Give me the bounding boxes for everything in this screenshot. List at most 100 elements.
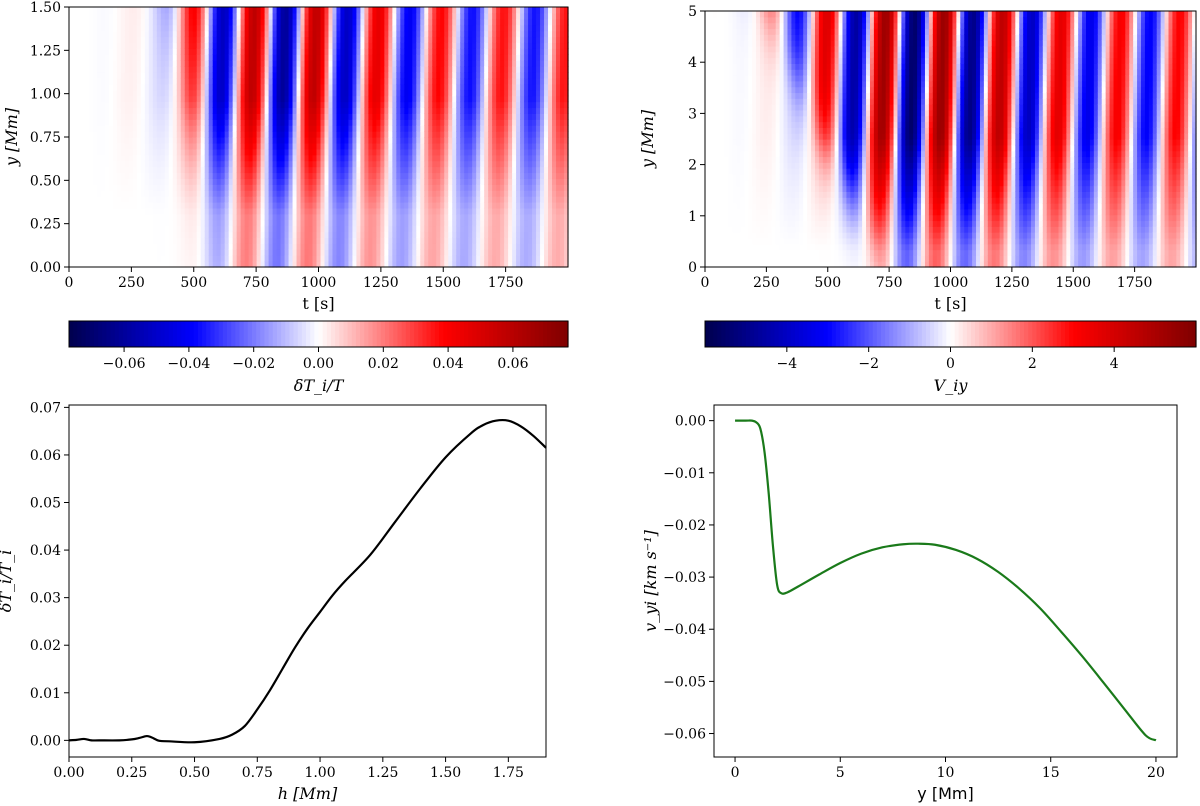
temperature-perturbation-map-cell	[428, 66, 433, 73]
temperature-perturbation-map-cell	[328, 119, 334, 126]
temperature-perturbation-map-cell	[268, 219, 274, 227]
temperature-perturbation-map-cell	[480, 255, 485, 262]
temperature-perturbation-map-cell	[192, 237, 198, 244]
temperature-perturbation-map-cell	[460, 95, 465, 103]
temperature-perturbation-map-cell	[208, 142, 214, 150]
temperature-perturbation-map-cell	[280, 172, 286, 179]
temperature-perturbation-map-cell	[456, 36, 461, 44]
temperature-perturbation-map-cell	[288, 54, 294, 61]
temperature-perturbation-map-cell	[336, 202, 342, 209]
temperature-perturbation-map-cell	[260, 237, 266, 244]
temperature-perturbation-map-cell	[424, 172, 429, 179]
temperature-perturbation-map-cell	[136, 101, 142, 109]
temperature-perturbation-map-cell	[316, 42, 322, 49]
temperature-perturbation-map-cell	[396, 190, 401, 197]
temperature-perturbation-map-cell	[316, 178, 322, 185]
temperature-perturbation-map-cell	[260, 196, 266, 203]
temperature-perturbation-map-cell	[80, 166, 86, 174]
temperature-perturbation-map-cell	[80, 125, 86, 132]
temperature-perturbation-map-cell	[288, 30, 294, 38]
temperature-perturbation-map-cell	[328, 190, 334, 197]
temperature-perturbation-map-cell	[320, 202, 326, 209]
temperature-perturbation-map-cell	[488, 196, 493, 203]
temperature-perturbation-map-cell	[112, 12, 118, 20]
temperature-perturbation-map-cell	[116, 30, 122, 38]
temperature-perturbation-map-cell	[168, 7, 174, 14]
temperature-perturbation-map-cell	[180, 142, 186, 150]
temperature-perturbation-map-cell	[460, 160, 465, 168]
temperature-perturbation-map-cell	[156, 255, 162, 262]
temperature-perturbation-map-cell	[348, 119, 354, 126]
temperature-perturbation-map-cell	[160, 160, 166, 168]
temperature-perturbation-map-cell	[212, 184, 218, 191]
temperature-perturbation-map-cell	[416, 89, 421, 97]
temperature-perturbation-map-cell	[160, 207, 166, 215]
temperature-perturbation-map-cell	[104, 261, 110, 268]
temperature-perturbation-map-cell	[220, 196, 226, 203]
temperature-perturbation-map-cell	[516, 184, 521, 191]
temperature-perturbation-map-cell	[160, 142, 166, 150]
temperature-perturbation-map-cell	[332, 30, 338, 38]
temperature-perturbation-map-cell	[200, 113, 206, 120]
temperature-perturbation-map-cell	[116, 178, 122, 185]
temperature-perturbation-map-cell	[84, 30, 90, 38]
temperature-perturbation-map-cell	[436, 137, 441, 144]
temperature-perturbation-map-cell	[308, 18, 314, 26]
temperature-perturbation-map-cell	[280, 18, 286, 26]
temperature-perturbation-map-cell	[380, 83, 385, 91]
temperature-perturbation-map-cell	[456, 219, 461, 227]
temperature-perturbation-map-cell	[448, 131, 453, 138]
temperature-perturbation-map-cell	[108, 172, 114, 179]
temperature-perturbation-map-cell	[380, 60, 385, 67]
temperature-perturbation-map-cell	[372, 125, 377, 132]
temperature-perturbation-map-cell	[284, 160, 290, 168]
temperature-perturbation-map-cell	[336, 72, 342, 79]
temperature-perturbation-map-cell	[440, 142, 445, 150]
temperature-perturbation-map-cell	[456, 131, 461, 138]
temperature-perturbation-map-cell	[84, 24, 90, 32]
temperature-perturbation-map-cell	[300, 107, 306, 114]
temperature-perturbation-map-cell	[156, 95, 162, 103]
temperature-perturbation-map-cell	[432, 196, 437, 203]
temperature-perturbation-map-cell	[448, 243, 453, 250]
temperature-perturbation-map-cell	[496, 255, 501, 262]
temperature-perturbation-map-cell	[212, 190, 218, 197]
temperature-perturbation-map-cell	[220, 24, 226, 32]
temperature-perturbation-map-cell	[69, 36, 74, 44]
temperature-perturbation-map-cell	[352, 66, 358, 73]
temperature-perturbation-map-cell	[224, 131, 230, 138]
temperature-perturbation-map-cell	[476, 54, 481, 61]
temperature-perturbation-map-cell	[88, 202, 94, 209]
temperature-perturbation-map-cell	[184, 48, 190, 55]
temperature-perturbation-map-cell	[192, 83, 198, 91]
temperature-perturbation-map-cell	[404, 213, 409, 221]
temperature-perturbation-map-cell	[236, 54, 242, 61]
temperature-perturbation-map-cell	[476, 72, 481, 79]
temperature-perturbation-map-cell	[508, 77, 513, 85]
temperature-perturbation-map-cell	[128, 237, 134, 244]
temperature-perturbation-map-cell	[164, 196, 170, 203]
temperature-perturbation-map-cell	[136, 89, 142, 97]
temperature-perturbation-map-cell	[368, 72, 373, 79]
temperature-perturbation-map-cell	[88, 148, 94, 156]
temperature-perturbation-map-cell	[228, 190, 234, 197]
temperature-perturbation-map-cell	[364, 72, 369, 79]
temperature-perturbation-map-cell	[232, 30, 238, 38]
temperature-perturbation-map-cell	[136, 7, 142, 14]
temperature-perturbation-map-cell	[448, 101, 453, 109]
temperature-perturbation-map-cell	[480, 137, 485, 144]
temperature-perturbation-map-cell	[252, 95, 258, 103]
temperature-perturbation-map-cell	[456, 107, 461, 114]
temperature-perturbation-map-cell	[104, 154, 110, 162]
temperature-perturbation-map-cell	[116, 207, 122, 215]
temperature-perturbation-map-cell	[260, 48, 266, 55]
temperature-perturbation-map-cell	[396, 202, 401, 209]
temperature-perturbation-map-cell	[128, 225, 134, 233]
temperature-perturbation-map-cell	[276, 7, 282, 14]
temperature-perturbation-map-cell	[284, 12, 290, 20]
temperature-perturbation-map-cell	[92, 219, 98, 227]
temperature-perturbation-map-cell	[96, 77, 102, 85]
temperature-perturbation-map-cell	[336, 12, 342, 20]
temperature-perturbation-map-cell	[204, 24, 210, 32]
temperature-perturbation-map-cell	[84, 66, 90, 73]
